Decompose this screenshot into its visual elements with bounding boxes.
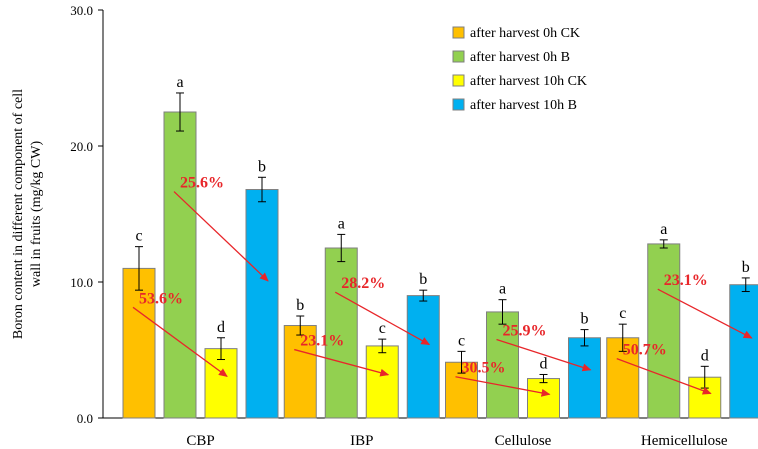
significance-letter: d (540, 355, 548, 372)
significance-letter: c (619, 305, 626, 322)
x-tick-label: CBP (186, 433, 214, 449)
change-percent-label: 25.9% (503, 323, 547, 340)
change-arrow (657, 288, 753, 339)
significance-letter: d (701, 347, 709, 364)
significance-letter: c (458, 332, 465, 349)
y-axis-label-line-1: Boron content in different component of … (11, 89, 26, 339)
change-percent-label: 23.1% (664, 272, 708, 289)
significance-letter: a (176, 74, 183, 91)
significance-letter: a (338, 215, 345, 232)
change-arrow (132, 306, 228, 377)
legend-label: after harvest 0h B (470, 50, 570, 65)
change-percent-label: 23.1% (300, 333, 344, 350)
y-axis-label: Boron content in different component of … (11, 89, 44, 339)
bar (729, 284, 758, 419)
bar (527, 378, 560, 419)
legend-swatch (452, 50, 465, 63)
significance-letter: a (660, 221, 667, 238)
change-percent-label: 50.7% (623, 342, 667, 359)
change-arrow (496, 338, 592, 372)
change-arrow (294, 348, 390, 377)
legend: after harvest 0h CK after harvest 0h B aft… (452, 26, 587, 113)
change-arrow (455, 376, 551, 397)
bars (122, 111, 758, 419)
x-tick-labels: CBP IBP Cellulose Hemicellulose (186, 433, 728, 449)
change-percent-label: 53.6% (139, 290, 183, 307)
change-percent-label: 28.2% (341, 275, 385, 292)
bar (245, 189, 279, 419)
significance-letter: b (258, 158, 266, 175)
significance-letter: b (419, 271, 427, 288)
significance-letter: c (135, 228, 142, 245)
legend-label: after harvest 0h CK (470, 26, 580, 41)
bar (122, 267, 156, 419)
x-tick-label: Cellulose (495, 433, 552, 449)
y-ticks: 0.0 10.0 20.0 30.0 (70, 3, 103, 426)
y-tick-label: 20.0 (70, 139, 93, 154)
legend-label: after harvest 10h B (470, 98, 577, 113)
x-tick-label: Hemicellulose (641, 433, 728, 449)
y-axis-label-line-2: wall in fruits (mg/kg CW) (29, 141, 44, 288)
legend-swatch (452, 74, 465, 87)
significance-letter: b (581, 311, 589, 328)
change-arrow (616, 358, 712, 395)
bar (365, 345, 399, 419)
change-percent-label: 25.6% (180, 175, 224, 192)
significance-letter: a (499, 281, 506, 298)
error-bars (135, 92, 750, 389)
legend-swatch (452, 98, 465, 111)
significance-letter: d (217, 319, 225, 336)
x-tick-label: IBP (350, 433, 373, 449)
legend-label: after harvest 10h CK (470, 74, 587, 89)
bar (324, 247, 358, 419)
change-arrows: 25.6% 53.6% 28.2% 23.1% 25.9% 30.5% 23.1% 50.7% (132, 175, 753, 397)
bar (283, 325, 317, 419)
bar (568, 337, 601, 419)
y-tick-label: 30.0 (70, 3, 93, 18)
significance-letters: c b c c a a a a d c d d b b b b (135, 74, 749, 373)
bar (486, 311, 519, 419)
y-tick-label: 10.0 (70, 275, 93, 290)
legend-swatch (452, 26, 465, 39)
change-arrow (173, 191, 269, 282)
significance-letter: c (379, 320, 386, 337)
y-tick-label: 0.0 (77, 411, 93, 426)
significance-letter: b (296, 297, 304, 314)
bar (163, 111, 197, 419)
significance-letter: b (742, 259, 750, 276)
bar (406, 295, 440, 419)
bar (647, 243, 681, 419)
change-percent-label: 30.5% (462, 360, 506, 377)
bar (204, 348, 238, 419)
change-arrow (334, 291, 431, 346)
